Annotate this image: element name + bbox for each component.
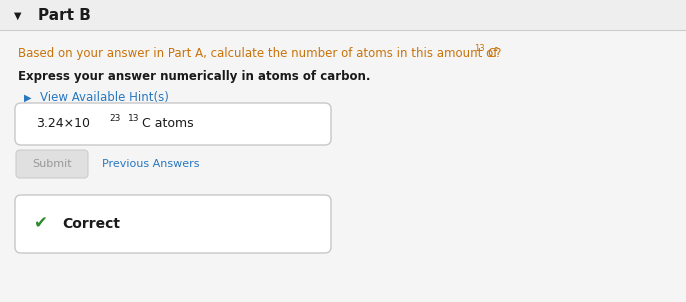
- Text: ✔: ✔: [33, 214, 47, 233]
- Text: Express your answer numerically in atoms of carbon.: Express your answer numerically in atoms…: [18, 70, 370, 83]
- Text: Correct: Correct: [62, 217, 120, 230]
- Text: Submit: Submit: [32, 159, 72, 169]
- FancyBboxPatch shape: [15, 195, 331, 253]
- Text: Previous Answers: Previous Answers: [102, 159, 200, 169]
- Text: View Available Hint(s): View Available Hint(s): [40, 92, 169, 104]
- Text: 23: 23: [110, 114, 121, 123]
- Text: Based on your answer in Part A, calculate the number of atoms in this amount of: Based on your answer in Part A, calculat…: [18, 47, 501, 60]
- Text: 3.24×10: 3.24×10: [36, 117, 90, 130]
- Text: C?: C?: [488, 47, 502, 60]
- Text: C atoms: C atoms: [142, 117, 193, 130]
- Text: ▶: ▶: [24, 93, 32, 103]
- Text: Part B: Part B: [38, 8, 91, 23]
- FancyBboxPatch shape: [15, 103, 331, 145]
- Text: 13: 13: [128, 114, 139, 123]
- FancyBboxPatch shape: [16, 150, 88, 178]
- Text: ▼: ▼: [14, 11, 22, 21]
- Text: 13: 13: [475, 44, 485, 53]
- FancyBboxPatch shape: [0, 0, 686, 30]
